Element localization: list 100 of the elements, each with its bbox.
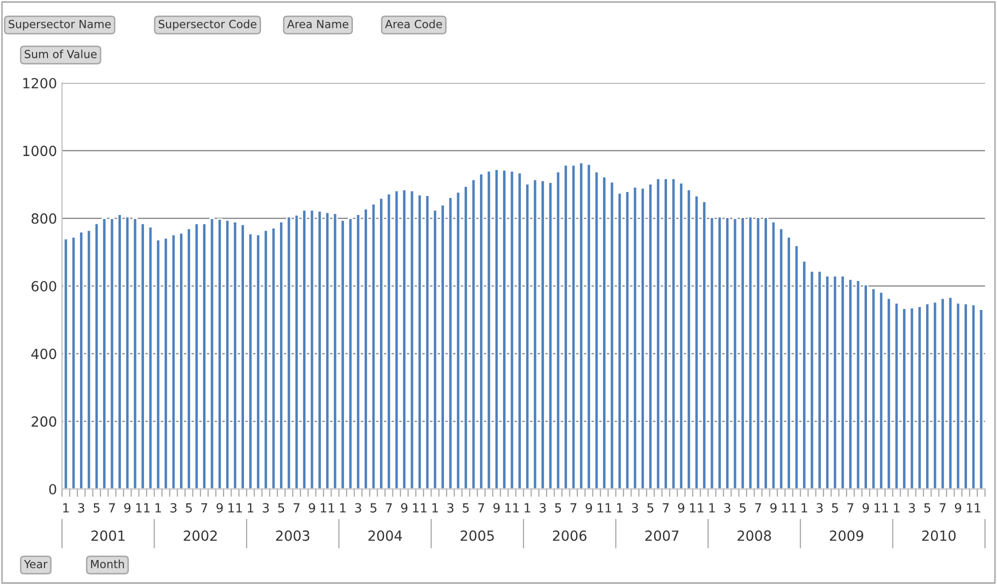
- x-tick-label: 1: [524, 503, 530, 512]
- bar: [348, 218, 354, 489]
- x-tick-label: 5: [555, 503, 561, 513]
- text: 2008: [738, 530, 771, 541]
- bar: [748, 216, 754, 489]
- x-tick-label: 1: [340, 503, 346, 512]
- bar: [870, 288, 876, 489]
- x-tick-label: 3: [447, 503, 454, 513]
- bar: [978, 308, 984, 489]
- bar: [848, 278, 854, 489]
- bar: [794, 244, 800, 489]
- x-tick-label: 3: [632, 503, 638, 513]
- x-tick-label: 11: [874, 503, 888, 512]
- bar: [702, 200, 707, 489]
- x-tick-label: 7: [755, 503, 762, 512]
- bar: [532, 178, 538, 489]
- text: Area Name: [287, 20, 348, 28]
- text: Year: [24, 560, 48, 568]
- bar: [648, 183, 654, 489]
- bar: [417, 194, 422, 489]
- x-tick-label: 11: [136, 503, 150, 512]
- x-tick-label: 3: [170, 503, 177, 513]
- x-tick-label: 1: [802, 503, 808, 512]
- bar: [363, 208, 368, 489]
- bar: [924, 302, 930, 489]
- y-tick-label: 200: [32, 416, 56, 427]
- bar: [824, 275, 830, 489]
- x-tick-label: 7: [570, 503, 576, 512]
- bar: [786, 236, 792, 489]
- bar: [448, 196, 454, 489]
- y-tick-label: 1000: [23, 146, 56, 156]
- bar: [178, 232, 184, 489]
- bar: [632, 186, 638, 489]
- x-tick-label: 1: [709, 503, 715, 512]
- bar: [117, 214, 122, 489]
- bar: [763, 216, 768, 489]
- text: 2006: [552, 530, 586, 541]
- x-tick-label: 11: [413, 503, 426, 512]
- x-tick-label: 3: [908, 503, 915, 513]
- bar: [217, 218, 222, 489]
- bar: [109, 218, 115, 489]
- bar: [678, 182, 684, 489]
- x-tick-label: 7: [847, 503, 854, 512]
- bar: [886, 297, 892, 489]
- bar: [394, 190, 400, 489]
- bar: [855, 280, 861, 489]
- bar: [386, 192, 392, 489]
- y-tick-label: 1200: [23, 78, 56, 88]
- x-tick-label: 9: [401, 503, 408, 513]
- bar: [232, 221, 238, 489]
- bar: [686, 188, 692, 489]
- x-tick-label: 5: [924, 503, 930, 513]
- x-tick-label: 9: [216, 503, 223, 513]
- text: 2010: [922, 530, 956, 541]
- y-tick-label: 0: [49, 484, 56, 494]
- bar: [148, 226, 154, 489]
- bar: [256, 234, 261, 489]
- x-tick-label: 7: [662, 503, 669, 512]
- x-tick-label: 7: [109, 503, 115, 512]
- bar: [586, 164, 592, 489]
- x-tick-label: 11: [228, 503, 242, 512]
- bar: [478, 172, 484, 489]
- bar: [940, 297, 946, 489]
- bar: [194, 222, 200, 489]
- bar: [424, 194, 430, 489]
- bar: [548, 181, 554, 489]
- bar: [186, 228, 192, 489]
- bar: [670, 178, 676, 489]
- bar: [878, 291, 884, 489]
- bar: [370, 203, 376, 489]
- bar: [309, 209, 315, 489]
- x-tick-label: 7: [294, 503, 300, 512]
- x-tick-label: 7: [940, 503, 946, 512]
- bar: [409, 190, 415, 489]
- bar: [663, 178, 668, 489]
- x-tick-label: 1: [63, 503, 69, 512]
- bar: [224, 219, 230, 489]
- bar: [340, 219, 346, 489]
- bar: [463, 185, 468, 489]
- bar: [102, 218, 107, 489]
- x-tick-label: 9: [124, 503, 130, 513]
- x-tick-label: 1: [432, 503, 438, 512]
- x-tick-label: 11: [320, 503, 334, 512]
- bar: [294, 214, 300, 489]
- bar: [809, 270, 815, 489]
- text: 2004: [368, 530, 402, 541]
- bar: [202, 222, 207, 489]
- x-tick-label: 3: [724, 503, 730, 513]
- x-tick-label: 1: [248, 503, 254, 512]
- bar: [270, 227, 276, 489]
- bar: [832, 275, 838, 489]
- bar: [63, 238, 68, 489]
- x-tick-label: 11: [598, 503, 612, 512]
- text: 2007: [645, 530, 678, 541]
- bar: [770, 221, 776, 489]
- bar: [732, 218, 738, 489]
- bar: [640, 187, 646, 489]
- bar: [209, 218, 215, 489]
- bar: [602, 176, 607, 489]
- text: 2005: [460, 530, 494, 541]
